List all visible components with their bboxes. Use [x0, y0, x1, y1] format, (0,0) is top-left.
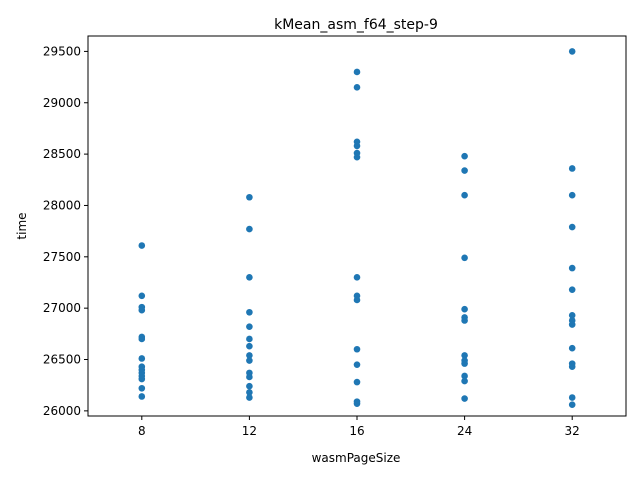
data-point — [246, 389, 253, 396]
data-point — [568, 394, 576, 401]
data-point — [246, 352, 253, 359]
y-axis-label: time — [15, 212, 29, 239]
y-tick-label: 28500 — [43, 147, 81, 161]
points-layer — [138, 48, 576, 409]
x-tick-label: 8 — [138, 424, 146, 438]
data-point — [353, 84, 361, 91]
y-tick-label: 29500 — [43, 44, 81, 58]
y-tick-label: 29000 — [43, 96, 81, 110]
y-tick-label: 26500 — [43, 353, 81, 367]
y-axis-ticks: 26000 26500 27000 27500 28000 28500 29000 29500 — [43, 44, 88, 418]
data-point — [138, 335, 146, 343]
data-point — [568, 48, 576, 55]
data-point — [138, 242, 146, 249]
data-point — [461, 360, 468, 367]
data-point — [461, 167, 468, 174]
data-point — [246, 335, 253, 343]
chart-title: kMean_asm_f64_step-9 — [274, 17, 438, 33]
data-point — [246, 323, 253, 330]
data-point — [353, 296, 361, 304]
data-point — [353, 400, 361, 407]
data-point — [461, 152, 468, 160]
data-point — [138, 393, 146, 400]
data-point — [461, 254, 468, 262]
data-point — [353, 274, 361, 281]
data-point — [461, 352, 468, 359]
data-point — [568, 286, 576, 293]
y-tick-label: 26000 — [43, 404, 81, 418]
data-point — [246, 394, 253, 401]
data-point — [246, 373, 253, 381]
y-tick-label: 27500 — [43, 250, 81, 264]
data-point — [461, 395, 468, 402]
data-point — [138, 355, 146, 362]
plot-frame — [87, 35, 627, 417]
y-tick-label: 27000 — [43, 301, 81, 315]
y-tick-label: 28000 — [43, 198, 81, 212]
data-point — [138, 384, 146, 392]
data-point — [138, 306, 146, 314]
data-point — [568, 223, 576, 231]
data-point — [246, 308, 253, 316]
data-point — [246, 357, 253, 364]
x-tick-label: 12 — [242, 424, 257, 438]
data-point — [461, 191, 468, 199]
x-axis-ticks: 8 12 16 24 32 — [138, 416, 580, 438]
x-axis-label: wasmPageSize — [312, 451, 401, 465]
data-point — [353, 142, 361, 150]
data-point — [461, 377, 468, 385]
data-point — [461, 317, 468, 324]
data-point — [246, 342, 253, 350]
data-point — [568, 321, 576, 328]
x-tick-label: 24 — [457, 424, 472, 438]
data-point — [353, 153, 361, 161]
data-point — [568, 344, 576, 352]
data-point — [138, 375, 146, 383]
data-point — [568, 312, 576, 319]
data-point — [461, 305, 468, 313]
data-point — [246, 225, 253, 233]
x-tick-label: 32 — [565, 424, 580, 438]
data-point — [568, 264, 576, 272]
data-point — [568, 191, 576, 199]
x-tick-label: 16 — [349, 424, 364, 438]
data-point — [461, 372, 468, 380]
data-point — [568, 165, 576, 172]
data-point — [246, 193, 253, 201]
data-point — [353, 361, 361, 368]
data-point — [568, 363, 576, 371]
data-point — [138, 292, 146, 300]
data-point — [246, 274, 253, 281]
data-point — [353, 68, 361, 76]
data-point — [353, 345, 361, 353]
data-point — [246, 382, 253, 390]
data-point — [568, 401, 576, 409]
data-point — [353, 378, 361, 386]
